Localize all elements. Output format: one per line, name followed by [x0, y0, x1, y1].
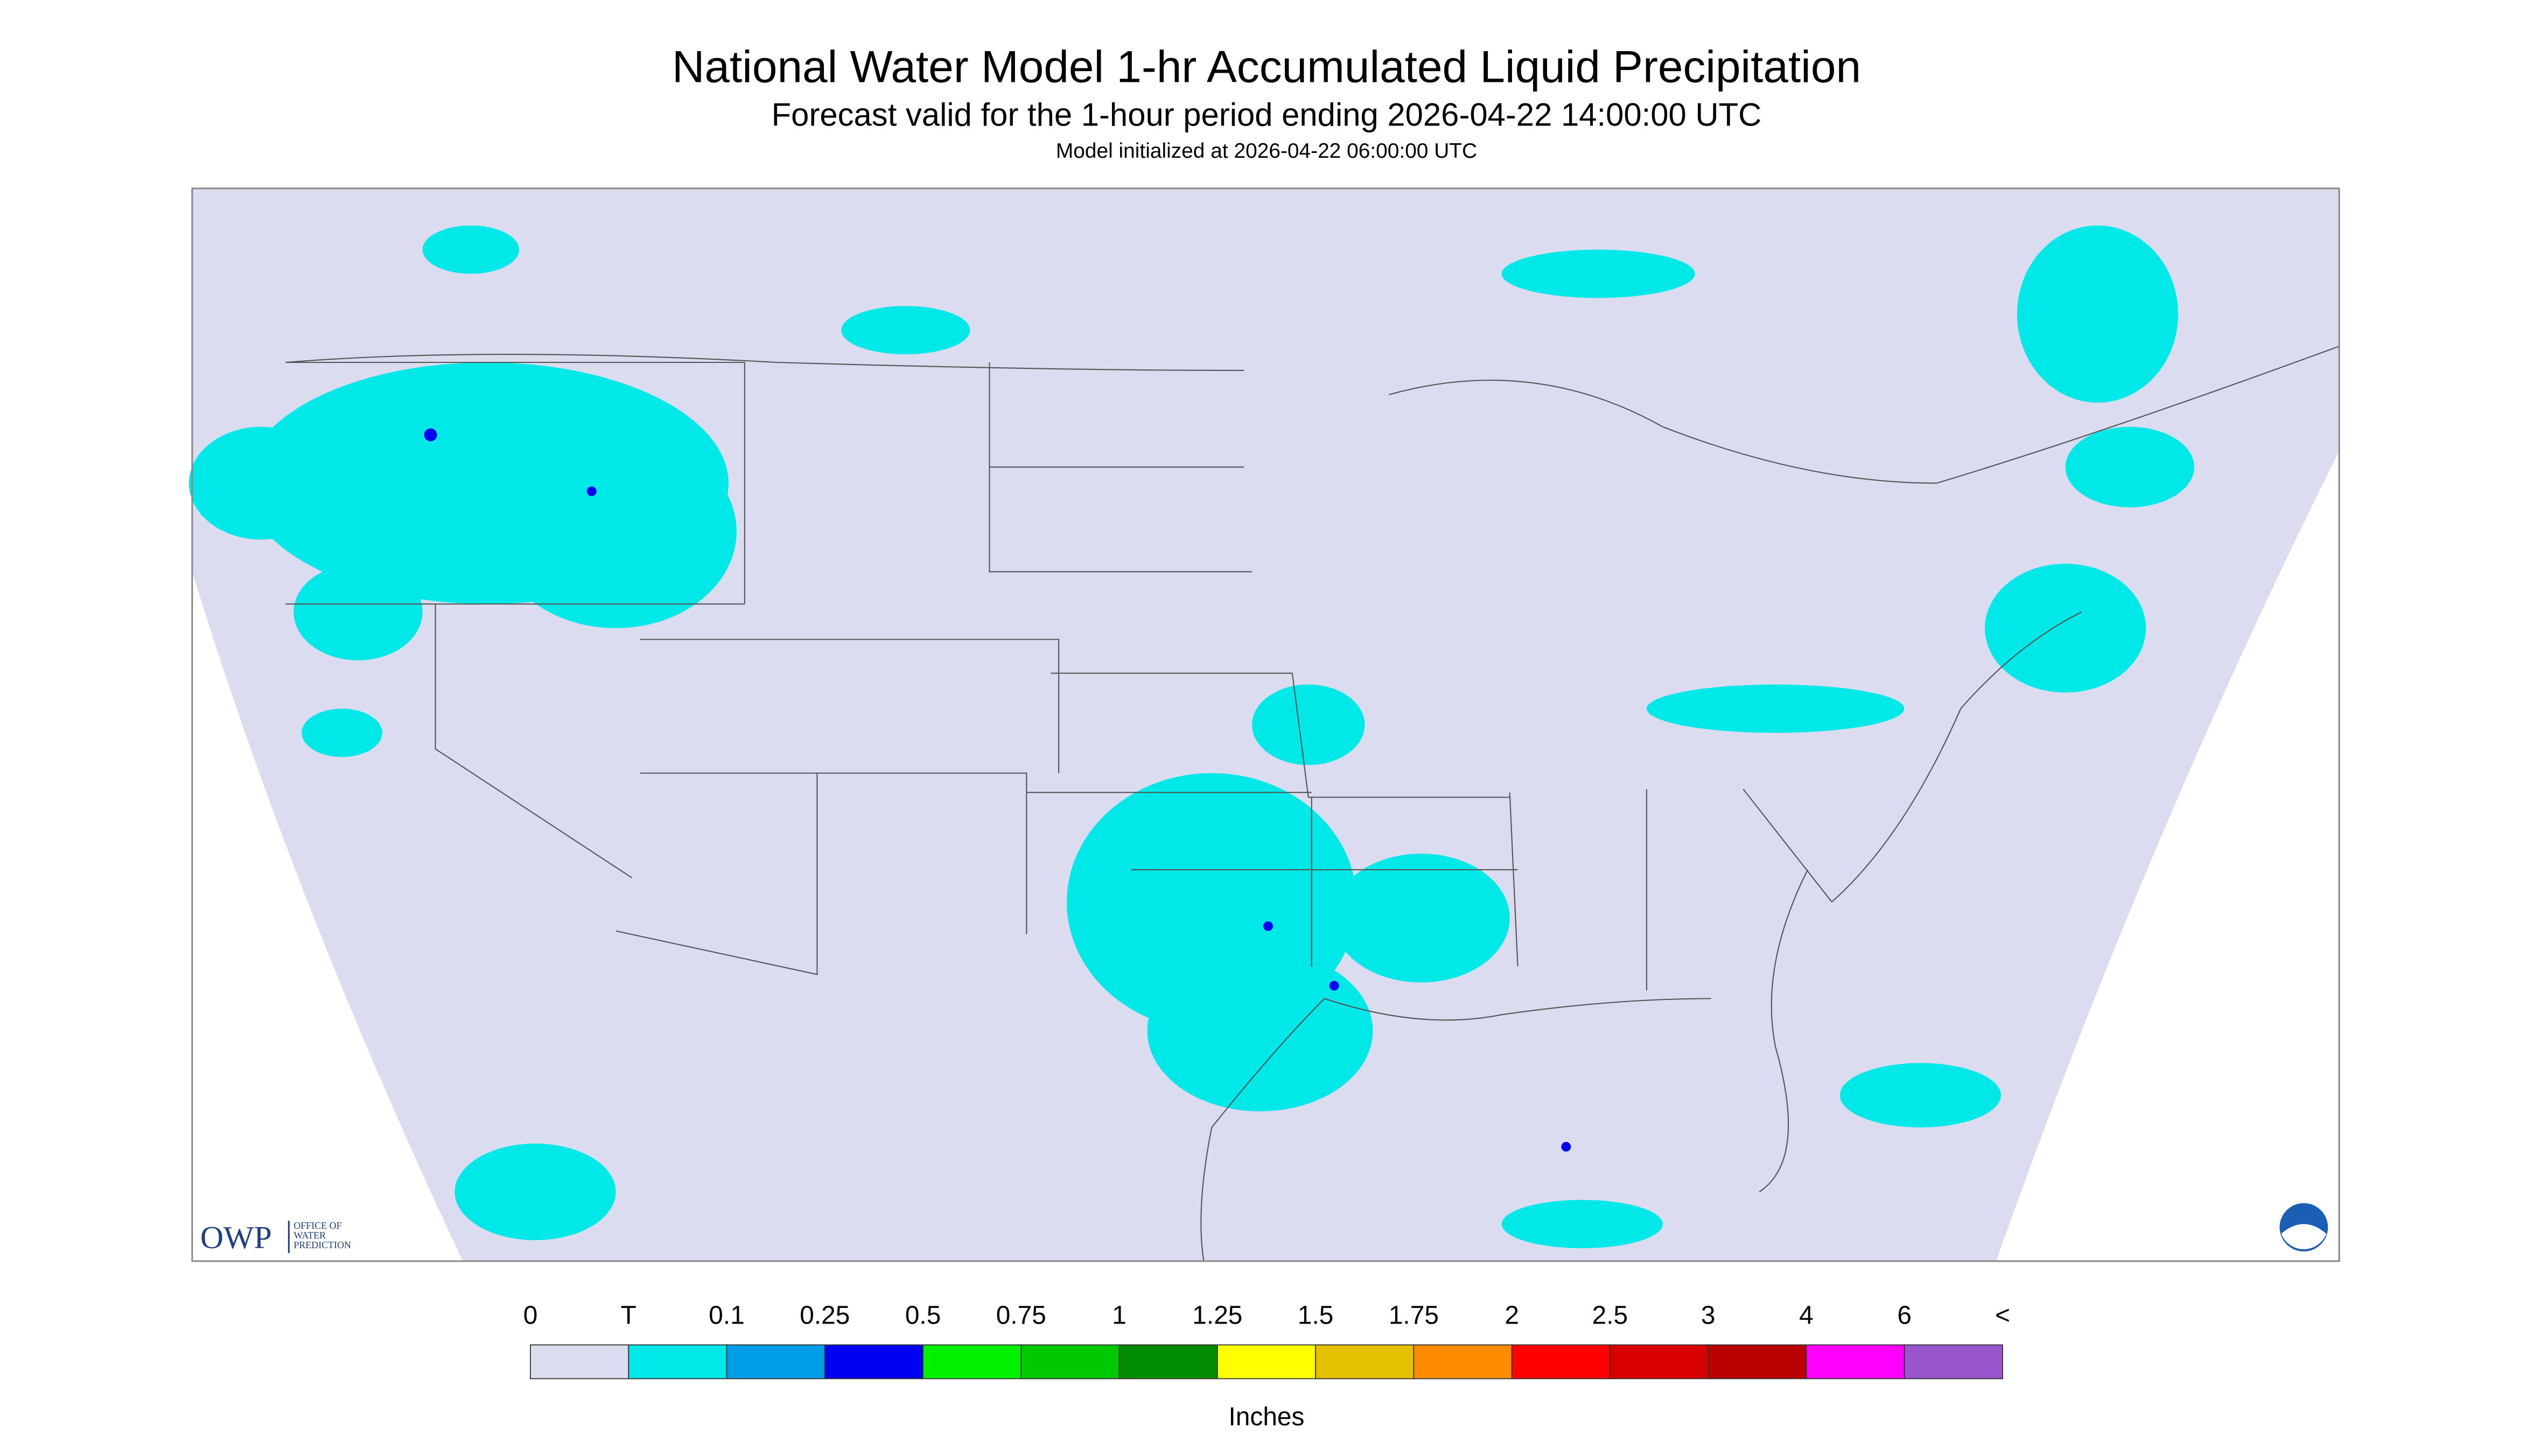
- legend-swatch: [922, 1344, 1022, 1380]
- precip-areas: [188, 225, 2194, 1249]
- legend-swatch: [1806, 1344, 1905, 1380]
- legend-label: 0: [523, 1301, 538, 1330]
- legend-swatch: [1904, 1344, 2003, 1380]
- legend-label: 0.75: [996, 1301, 1046, 1330]
- map-frame: [191, 187, 2340, 1262]
- legend-label: 1: [1112, 1301, 1126, 1330]
- logo-line: OFFICE OF: [293, 1220, 341, 1231]
- legend-label: 0.1: [709, 1301, 745, 1330]
- legend-label: 6: [1897, 1301, 1912, 1330]
- legend-swatch: [1118, 1344, 1218, 1380]
- legend-swatch: [1315, 1344, 1415, 1380]
- legend-swatch: [1511, 1344, 1611, 1380]
- legend-swatch: [726, 1344, 825, 1380]
- legend-swatch: [530, 1344, 629, 1380]
- legend-swatch: [1020, 1344, 1120, 1380]
- legend-swatch: [1610, 1344, 1709, 1380]
- legend-label: 3: [1701, 1301, 1716, 1330]
- legend-label: 2.5: [1592, 1301, 1628, 1330]
- legend-label: 1.25: [1192, 1301, 1242, 1330]
- boundaries: [285, 346, 2340, 1262]
- legend-label: 1.5: [1298, 1301, 1334, 1330]
- legend-label: 1.75: [1389, 1301, 1439, 1330]
- legend-label: 4: [1799, 1301, 1814, 1330]
- noaa-logo-wave: [2281, 1224, 2327, 1249]
- legend-swatch: [1216, 1344, 1317, 1380]
- init-time: Model initialized at 2026-04-22 06:00:00…: [1056, 139, 1477, 163]
- legend-label: 2: [1505, 1301, 1519, 1330]
- legend-swatch: [1708, 1344, 1807, 1380]
- logo-line: PREDICTION: [293, 1240, 351, 1250]
- legend-label: <: [1995, 1301, 2010, 1330]
- title: National Water Model 1-hr Accumulated Li…: [672, 41, 1861, 92]
- legend-unit: Inches: [1229, 1403, 1305, 1431]
- legend: 0 T 0.1 0.25 0.5 0.75 1 1.25 1.5 1.75 2 2.5 3 4 6 <: [523, 1301, 2010, 1380]
- legend-swatch: [1413, 1344, 1513, 1380]
- logo-line: WATER: [293, 1230, 326, 1241]
- owp-logo: OWP: [200, 1220, 272, 1255]
- legend-swatch: [628, 1344, 727, 1380]
- legend-label: 0.25: [800, 1301, 850, 1330]
- legend-swatch: [824, 1344, 923, 1380]
- legend-label: T: [621, 1301, 636, 1330]
- subtitle: Forecast valid for the 1-hour period end…: [772, 96, 1762, 132]
- heavy-precip: [424, 428, 1571, 1152]
- legend-label: 0.5: [905, 1301, 941, 1330]
